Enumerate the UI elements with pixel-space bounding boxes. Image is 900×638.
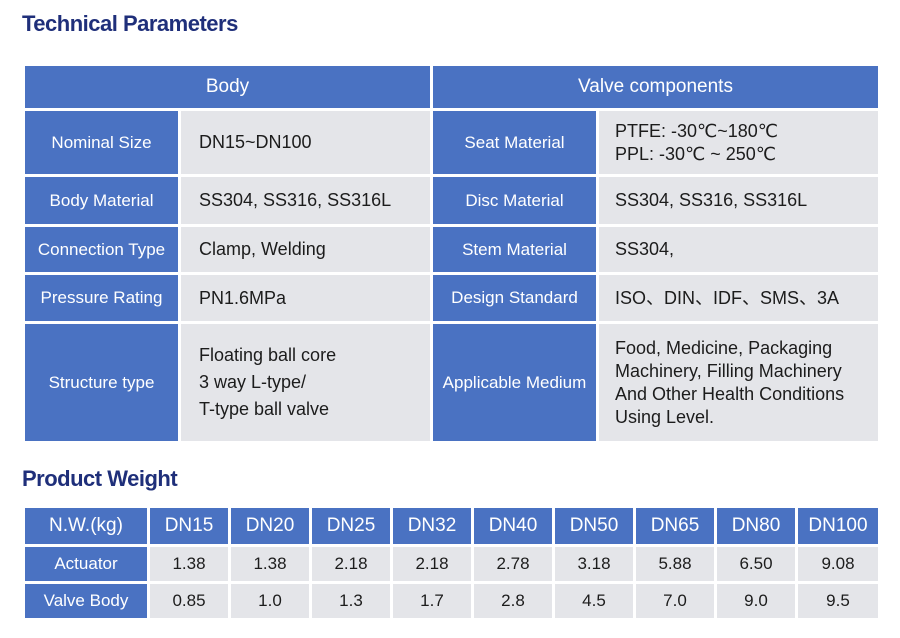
weight-cell: 2.8 (471, 581, 555, 621)
technical-parameters-table: Body Valve components Nominal Size DN15~… (22, 63, 881, 444)
param-value: PTFE: -30℃~180℃ PPL: -30℃ ~ 250℃ (596, 108, 881, 177)
param-label: Body Material (22, 174, 181, 227)
product-weight-title: Product Weight (22, 466, 178, 491)
value-line: 3 way L-type/ (199, 372, 307, 392)
value-line: Using Level. (615, 406, 715, 427)
size-header: DN80 (714, 505, 798, 547)
weight-cell: 1.38 (228, 544, 312, 584)
param-value: Food, Medicine, Packaging Machinery, Fil… (596, 321, 881, 444)
weight-cell: 3.18 (552, 544, 636, 584)
param-label: Pressure Rating (22, 272, 181, 324)
product-weight-table: N.W.(kg) DN15 DN20 DN25 DN32 DN40 DN50 D… (22, 505, 881, 621)
weight-cell: 1.38 (147, 544, 231, 584)
table-row: Structure type Floating ball core 3 way … (22, 321, 881, 444)
weight-cell: 1.7 (390, 581, 474, 621)
weight-cell: 9.5 (795, 581, 881, 621)
weight-row-label: Valve Body (22, 581, 150, 621)
size-header: DN32 (390, 505, 474, 547)
param-label: Nominal Size (22, 108, 181, 177)
value-line: Clamp, Welding (199, 239, 326, 259)
value-line: SS304, SS316, SS316L (199, 190, 392, 210)
weight-cell: 9.08 (795, 544, 881, 584)
param-label: Design Standard (430, 272, 599, 324)
value-line: PN1.6MPa (199, 287, 287, 308)
weight-cell: 4.5 (552, 581, 636, 621)
param-label: Disc Material (430, 174, 599, 227)
table-row: Connection Type Clamp, Welding Stem Mate… (22, 224, 881, 275)
value-line: Food, Medicine, Packaging (615, 337, 833, 358)
body-header: Body (22, 63, 433, 111)
param-value: SS304, SS316, SS316L (596, 174, 881, 227)
table-row: Pressure Rating PN1.6MPa Design Standard… (22, 272, 881, 324)
weight-cell: 2.18 (390, 544, 474, 584)
param-value: ISO、DIN、IDF、SMS、3A (596, 272, 881, 324)
param-label: Applicable Medium (430, 321, 599, 444)
value-line: Floating ball core (199, 345, 337, 365)
value-line: ISO、DIN、IDF、SMS、3A (615, 287, 840, 308)
weight-cell: 6.50 (714, 544, 798, 584)
weight-cell: 0.85 (147, 581, 231, 621)
size-header: DN20 (228, 505, 312, 547)
size-header: DN15 (147, 505, 231, 547)
value-line: PPL: -30℃ ~ 250℃ (615, 143, 777, 164)
param-value: DN15~DN100 (178, 108, 433, 177)
weight-cell: 5.88 (633, 544, 717, 584)
param-value: Floating ball core 3 way L-type/ T-type … (178, 321, 433, 444)
technical-parameters-title: Technical Parameters (22, 11, 238, 36)
value-line: Machinery, Filling Machinery (615, 360, 842, 381)
weight-cell: 2.78 (471, 544, 555, 584)
value-line: PTFE: -30℃~180℃ (615, 120, 778, 141)
table-row: Valve Body 0.85 1.0 1.3 1.7 2.8 4.5 7.0 … (22, 581, 881, 621)
param-value: PN1.6MPa (178, 272, 433, 324)
param-label: Connection Type (22, 224, 181, 275)
weight-cell: 9.0 (714, 581, 798, 621)
param-label: Seat Material (430, 108, 599, 177)
table-row: Body Material SS304, SS316, SS316L Disc … (22, 174, 881, 227)
value-line: SS304, (615, 239, 675, 259)
size-header: DN40 (471, 505, 555, 547)
param-value: SS304, (596, 224, 881, 275)
value-line: And Other Health Conditions (615, 383, 845, 404)
table-row: Nominal Size DN15~DN100 Seat Material PT… (22, 108, 881, 177)
value-line: T-type ball valve (199, 399, 330, 419)
value-line: DN15~DN100 (199, 132, 312, 152)
param-label: Stem Material (430, 224, 599, 275)
size-header: DN50 (552, 505, 636, 547)
weight-cell: 7.0 (633, 581, 717, 621)
weight-header-label: N.W.(kg) (22, 505, 150, 547)
weight-cell: 1.0 (228, 581, 312, 621)
param-value: Clamp, Welding (178, 224, 433, 275)
value-line: SS304, SS316, SS316L (615, 190, 808, 210)
table-header-row: Body Valve components (22, 63, 881, 111)
size-header: DN25 (309, 505, 393, 547)
param-value: SS304, SS316, SS316L (178, 174, 433, 227)
weight-cell: 1.3 (309, 581, 393, 621)
valve-components-header: Valve components (430, 63, 881, 111)
weight-cell: 2.18 (309, 544, 393, 584)
table-row: Actuator 1.38 1.38 2.18 2.18 2.78 3.18 5… (22, 544, 881, 584)
size-header: DN100 (795, 505, 881, 547)
weight-header-row: N.W.(kg) DN15 DN20 DN25 DN32 DN40 DN50 D… (22, 505, 881, 547)
size-header: DN65 (633, 505, 717, 547)
weight-row-label: Actuator (22, 544, 150, 584)
param-label: Structure type (22, 321, 181, 444)
